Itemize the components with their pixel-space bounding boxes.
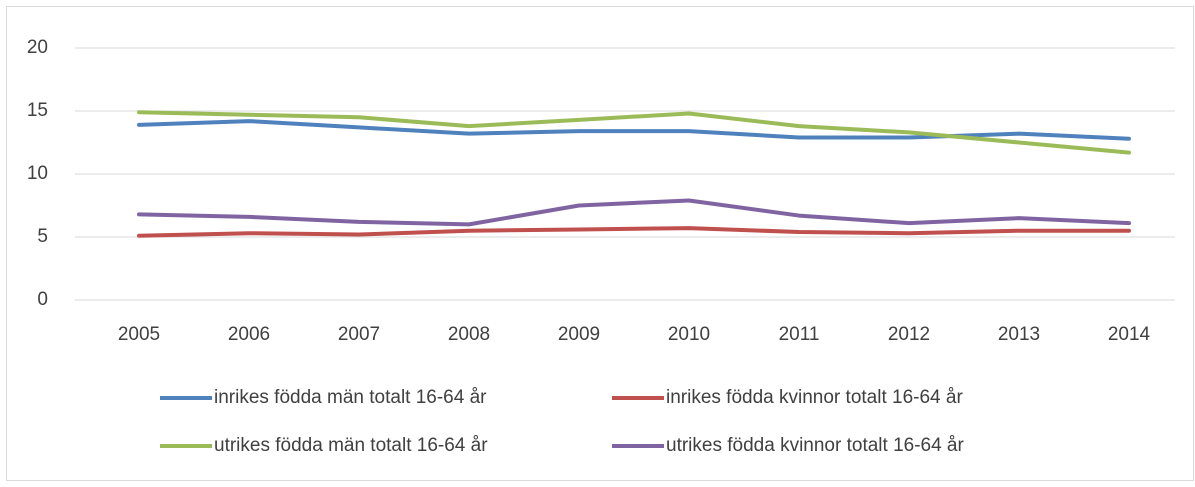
x-tick-label: 2014 <box>1108 324 1151 345</box>
x-tick-label: 2006 <box>228 324 270 345</box>
line-series <box>137 198 1131 227</box>
y-tick-label: 10 <box>27 163 48 184</box>
y-tick-label: 20 <box>27 37 48 58</box>
x-tick-label: 2010 <box>668 324 710 345</box>
x-tick-label: 2012 <box>888 324 930 345</box>
legend-label: inrikes födda män totalt 16-64 år <box>214 387 487 408</box>
legend-label: utrikes födda män totalt 16-64 år <box>214 435 488 456</box>
line-series <box>137 119 1131 141</box>
legend-label: utrikes födda kvinnor totalt 16-64 år <box>666 435 965 456</box>
line-series <box>137 110 1131 155</box>
x-tick-label: 2013 <box>998 324 1040 345</box>
y-tick-label: 5 <box>37 226 48 247</box>
x-tick-label: 2005 <box>118 324 160 345</box>
x-tick-label: 2007 <box>338 324 380 345</box>
line-series <box>137 226 1131 238</box>
y-tick-label: 15 <box>27 100 48 121</box>
x-tick-label: 2009 <box>558 324 600 345</box>
x-tick-label: 2011 <box>779 324 820 345</box>
legend-label: inrikes födda kvinnor totalt 16-64 år <box>666 387 963 408</box>
chart-border <box>6 6 1194 481</box>
x-tick-label: 2008 <box>448 324 490 345</box>
y-tick-label: 0 <box>37 289 48 310</box>
